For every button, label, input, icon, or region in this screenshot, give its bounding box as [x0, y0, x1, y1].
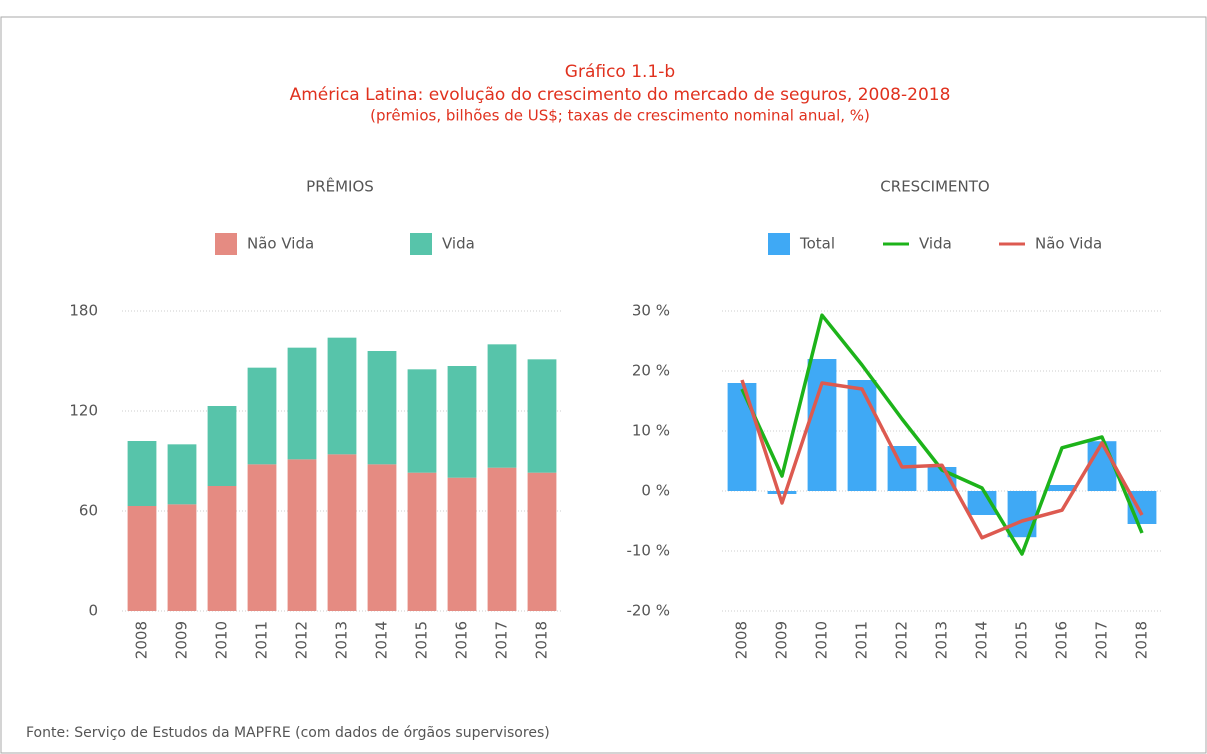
bar — [407, 472, 437, 611]
bar — [847, 380, 877, 491]
x-tick-label: 2008 — [133, 621, 151, 659]
bar — [727, 383, 757, 491]
y-tick-label: 0 — [88, 602, 98, 620]
bar — [167, 504, 197, 611]
frame — [0, 16, 1207, 754]
bar — [127, 441, 157, 506]
bar — [287, 459, 317, 611]
bar — [207, 406, 237, 486]
x-tick-label: 2016 — [1053, 621, 1071, 659]
legend-swatch — [410, 233, 432, 255]
y-tick-label: 0 % — [641, 482, 670, 500]
legend-swatch — [768, 233, 790, 255]
bar — [247, 367, 277, 465]
x-tick-label: 2008 — [733, 621, 751, 659]
x-tick-label: 2010 — [213, 621, 231, 659]
x-tick-label: 2017 — [493, 621, 511, 659]
x-tick-label: 2015 — [1013, 621, 1031, 659]
note: (prêmios, bilhões de US$; taxas de cresc… — [370, 107, 870, 125]
bar — [447, 477, 477, 611]
source: Fonte: Serviço de Estudos da MAPFRE (com… — [26, 725, 550, 741]
x-tick-label: 2011 — [853, 621, 871, 659]
legend-label: Vida — [919, 235, 952, 253]
bar — [527, 359, 557, 473]
y-tick-label: -20 % — [626, 602, 670, 620]
x-tick-label: 2015 — [413, 621, 431, 659]
x-tick-label: 2018 — [533, 621, 551, 659]
x-tick-label: 2016 — [453, 621, 471, 659]
bar — [807, 359, 837, 491]
x-tick-label: 2009 — [773, 621, 791, 659]
bar — [207, 486, 237, 611]
y-tick-label: 120 — [69, 402, 98, 420]
x-tick-label: 2011 — [253, 621, 271, 659]
subchart-title: CRESCIMENTO — [880, 178, 989, 196]
bar — [1047, 485, 1077, 491]
bar — [247, 464, 277, 611]
bar — [447, 366, 477, 478]
bar — [407, 369, 437, 473]
bar — [367, 351, 397, 465]
bar — [367, 464, 397, 611]
legend-label: Não Vida — [247, 235, 314, 253]
line — [740, 313, 1144, 556]
legend-label: Total — [799, 235, 835, 253]
title: Gráfico 1.1-b — [565, 62, 675, 82]
bar — [287, 347, 317, 460]
x-tick-label: 2018 — [1133, 621, 1151, 659]
y-tick-label: 20 % — [632, 362, 670, 380]
bar — [327, 454, 357, 611]
bar — [127, 506, 157, 611]
legend-label: Não Vida — [1035, 235, 1102, 253]
y-tick-label: 30 % — [632, 302, 670, 320]
x-tick-label: 2013 — [933, 621, 951, 659]
bar — [1087, 441, 1117, 491]
x-tick-label: 2014 — [373, 621, 391, 659]
bar — [167, 444, 197, 505]
x-tick-label: 2014 — [973, 621, 991, 659]
subchart-title: PRÊMIOS — [306, 177, 374, 196]
x-tick-label: 2013 — [333, 621, 351, 659]
legend-swatch — [215, 233, 237, 255]
bar — [527, 472, 557, 611]
y-tick-label: 60 — [79, 502, 98, 520]
bar — [767, 491, 797, 494]
subtitle: América Latina: evolução do crescimento … — [290, 85, 951, 105]
x-tick-label: 2010 — [813, 621, 831, 659]
legend-label: Vida — [442, 235, 475, 253]
x-tick-label: 2012 — [893, 621, 911, 659]
y-tick-label: 10 % — [632, 422, 670, 440]
x-tick-label: 2017 — [1093, 621, 1111, 659]
bar — [487, 467, 517, 611]
x-tick-label: 2012 — [293, 621, 311, 659]
line — [740, 379, 1144, 540]
y-tick-label: 180 — [69, 302, 98, 320]
bar — [487, 344, 517, 468]
x-tick-label: 2009 — [173, 621, 191, 659]
bar — [327, 337, 357, 455]
y-tick-label: -10 % — [626, 542, 670, 560]
